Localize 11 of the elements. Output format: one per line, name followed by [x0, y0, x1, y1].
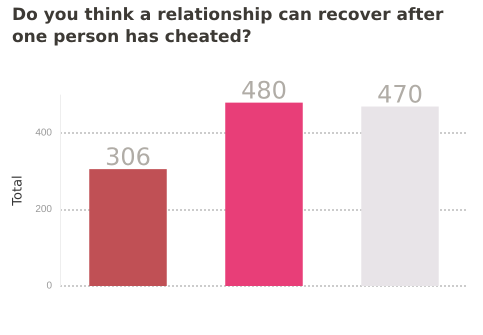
bar [89, 169, 167, 286]
chart-title: Do you think a relationship can recover after one person has cheated? [12, 4, 444, 48]
y-axis-title: Total [10, 175, 26, 207]
bar [225, 102, 303, 286]
y-tick-label: 0 [46, 280, 52, 292]
bar [361, 106, 439, 286]
data-label: 470 [377, 80, 423, 108]
y-tick-label: 200 [35, 204, 52, 216]
y-tick-label: 400 [35, 128, 52, 139]
data-label: 480 [241, 76, 287, 105]
data-label: 306 [105, 143, 151, 172]
